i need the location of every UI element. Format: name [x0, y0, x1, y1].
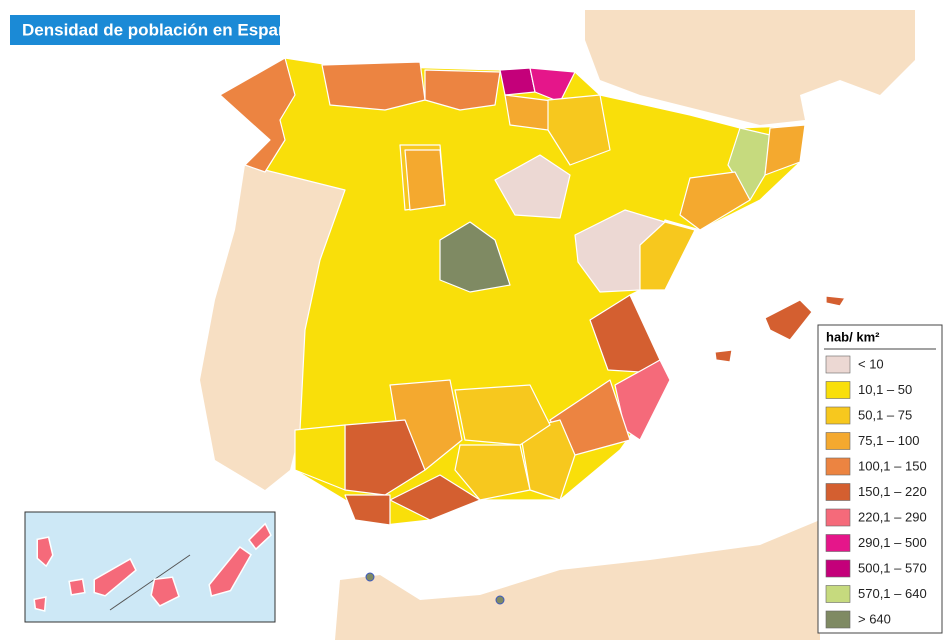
- legend-label: 50,1 – 75: [858, 407, 912, 422]
- legend-swatch: [825, 355, 851, 374]
- legend-label: 100,1 – 150: [858, 458, 927, 473]
- region: [344, 494, 391, 526]
- region: [727, 127, 771, 201]
- region: [219, 57, 296, 173]
- legend-swatch: [825, 406, 851, 425]
- provinces: [219, 57, 846, 526]
- legend-swatch: [825, 508, 851, 527]
- region: [439, 221, 511, 293]
- legend-label: 570,1 – 640: [858, 586, 927, 601]
- melilla: [495, 595, 505, 605]
- title-box: [10, 15, 280, 45]
- legend-swatch: [825, 381, 851, 399]
- region: [36, 536, 54, 568]
- inset-divider: [109, 554, 191, 611]
- canary-islands: [33, 522, 272, 612]
- legend: hab/ km² < 10 10,1 – 50 50,1 – 75 75,1 – 10…: [817, 324, 943, 634]
- region: [764, 299, 813, 341]
- legend-label: > 640: [858, 611, 891, 626]
- region: [33, 596, 47, 612]
- region: [208, 545, 252, 597]
- legend-title: hab/ km²: [826, 329, 880, 344]
- region: [248, 522, 272, 551]
- region: [424, 69, 501, 111]
- legend-swatch: [825, 610, 851, 629]
- legend-label: 220,1 – 290: [858, 509, 927, 524]
- ceuta: [365, 572, 375, 582]
- legend-label: 150,1 – 220: [858, 484, 927, 499]
- region: [454, 444, 531, 501]
- region: [454, 384, 551, 446]
- region: [679, 171, 751, 231]
- legend-swatch: [825, 457, 851, 476]
- region: [764, 124, 806, 176]
- region: [825, 295, 846, 307]
- legend-swatch: [825, 534, 851, 552]
- legend-label: 290,1 – 500: [858, 535, 927, 550]
- map-title: Densidad de población en España: [22, 20, 298, 39]
- legend-label: < 10: [858, 356, 884, 371]
- region: [93, 557, 137, 597]
- legend-label: 500,1 – 570: [858, 560, 927, 575]
- region: [321, 61, 426, 111]
- region: [68, 578, 86, 596]
- legend-swatch: [825, 585, 851, 603]
- legend-swatch: [825, 432, 851, 450]
- region: [714, 349, 733, 363]
- region: [494, 154, 571, 219]
- legend-swatch: [825, 483, 851, 501]
- legend-swatch: [825, 559, 851, 578]
- region: [150, 576, 180, 607]
- region: [404, 149, 446, 211]
- other-land: [200, 10, 915, 640]
- region: [499, 67, 536, 96]
- legend-label: 10,1 – 50: [858, 382, 912, 397]
- region: [639, 221, 696, 291]
- region: [294, 424, 346, 491]
- region: [389, 474, 481, 521]
- region: [547, 94, 611, 166]
- legend-label: 75,1 – 100: [858, 433, 919, 448]
- legend-box: [817, 324, 943, 634]
